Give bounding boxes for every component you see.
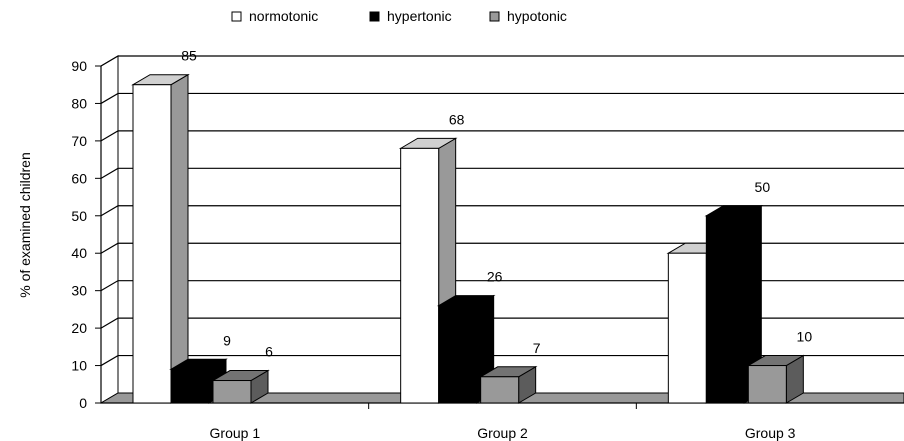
plot-area: 0 10 20 30 40 50 60 70 80 90 Group 1 85 9 6 Group 2 68 2… — [71, 48, 904, 441]
data-label-normotonic-group-1: 85 — [181, 48, 197, 64]
gridline — [100, 280, 904, 292]
x-tick-label-group-3: Group 3 — [745, 425, 796, 441]
y-tick-label: 10 — [71, 358, 87, 374]
gridline — [100, 317, 904, 329]
data-label-hypertonic-group-2: 26 — [487, 269, 503, 285]
gridline — [100, 55, 904, 67]
legend-label: hypertonic — [387, 8, 452, 24]
legend-item-hypotonic: hypotonic — [489, 8, 567, 24]
gridline — [100, 167, 904, 179]
legend-label: normotonic — [249, 8, 318, 24]
data-label-hypotonic-group-2: 7 — [533, 340, 541, 356]
bar-hypotonic-group-1 — [211, 369, 270, 404]
y-tick-label: 0 — [79, 395, 87, 411]
y-axis-label: % of examined children — [17, 152, 33, 298]
data-label-hypertonic-group-1: 9 — [223, 332, 231, 348]
bar-normotonic-group-2 — [398, 137, 458, 404]
gridline — [100, 130, 904, 142]
gridline — [100, 205, 904, 217]
data-label-hypotonic-group-3: 10 — [797, 329, 813, 345]
y-tick-label: 70 — [71, 133, 87, 149]
gridline — [100, 354, 904, 367]
y-tick-label: 40 — [71, 245, 87, 261]
y-tick-label: 20 — [71, 320, 87, 336]
gridline — [100, 92, 904, 104]
legend-item-hypertonic: hypertonic — [369, 8, 452, 24]
bar-hypotonic-group-2 — [478, 365, 538, 404]
legend-item-normotonic: normotonic — [231, 8, 318, 24]
y-tick-label: 30 — [71, 283, 87, 299]
bar-hypertonic-group-2 — [436, 294, 496, 404]
y-tick-label: 50 — [71, 208, 87, 224]
legend-label: hypotonic — [507, 8, 567, 24]
data-label-normotonic-group-2: 68 — [449, 111, 465, 127]
data-label-hypotonic-group-1: 6 — [265, 344, 273, 360]
bar-hypertonic-group-3 — [704, 204, 764, 404]
gridline — [100, 242, 904, 254]
x-tick-label-group-1: Group 1 — [210, 425, 261, 441]
y-tick-label: 80 — [71, 95, 87, 111]
data-label-hypertonic-group-3: 50 — [755, 179, 771, 195]
legend-swatch — [369, 11, 380, 22]
bar-hypotonic-group-3 — [746, 354, 806, 404]
legend-swatch — [231, 11, 242, 22]
y-tick-label: 90 — [71, 58, 87, 74]
legend-swatch — [489, 11, 500, 22]
y-tick-label: 60 — [71, 170, 87, 186]
bar-normotonic-group-1 — [131, 73, 190, 404]
x-tick-label-group-2: Group 2 — [477, 425, 528, 441]
side-wall — [100, 55, 119, 404]
legend: normotonic hypertonic hypotonic — [231, 8, 567, 24]
back-wall — [118, 56, 904, 393]
